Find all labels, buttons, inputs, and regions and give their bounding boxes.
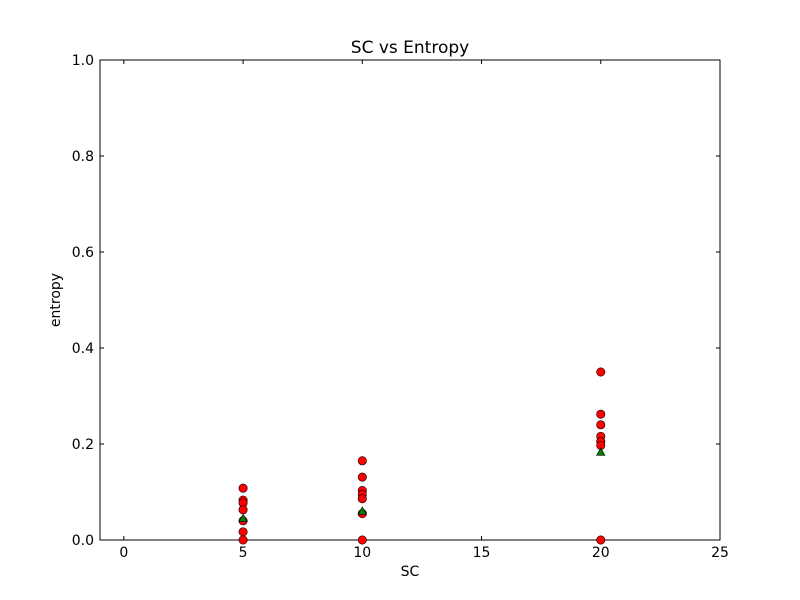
circle-point [596, 535, 606, 545]
y-tick-label: 0.6 [72, 245, 94, 261]
x-axis-label: SC [401, 564, 420, 580]
x-tick-label: 15 [473, 545, 491, 561]
circle-point [238, 527, 248, 537]
x-tick-label: 10 [353, 545, 371, 561]
x-tick-label: 5 [239, 545, 248, 561]
circle-point [357, 456, 367, 466]
axis-ticks: 0 5 10 15 20 25 0.0 0.2 0.4 0.6 0.8 1.0 [72, 53, 729, 561]
chart-title: SC vs Entropy [351, 38, 469, 58]
x-tick-label: 25 [711, 545, 729, 561]
x-tick-label: 20 [592, 545, 610, 561]
y-tick-label: 0.0 [72, 533, 94, 549]
x-tick-label: 0 [119, 545, 128, 561]
circle-point [596, 409, 606, 419]
triangle-point [238, 513, 248, 522]
circle-point [357, 472, 367, 482]
y-tick-label: 1.0 [72, 53, 94, 69]
y-tick-label: 0.4 [72, 341, 94, 357]
circle-point [596, 367, 606, 377]
plot-area [99, 59, 721, 541]
triangle-point [357, 506, 368, 515]
circle-point [596, 420, 606, 430]
y-axis-label: entropy [48, 273, 64, 327]
circle-point [238, 483, 248, 493]
circle-point [357, 535, 367, 545]
circle-point [238, 535, 248, 545]
circle-point [238, 505, 248, 515]
y-tick-label: 0.8 [72, 149, 94, 165]
y-tick-label: 0.2 [72, 437, 94, 453]
triangle-point [596, 447, 606, 456]
data-points [238, 367, 606, 545]
circle-point [357, 494, 367, 504]
